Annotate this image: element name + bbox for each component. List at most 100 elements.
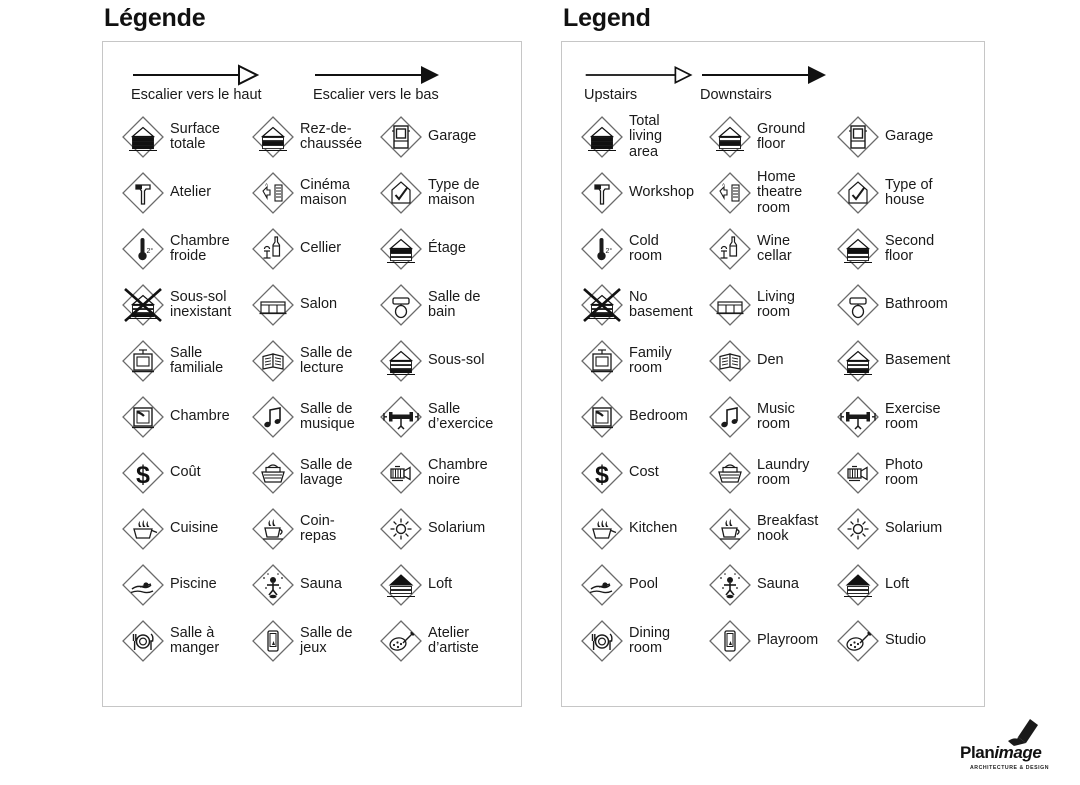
legend-label-line: Chambre <box>170 232 230 249</box>
legend-entry-label: Playroom <box>757 633 818 649</box>
legend-entry: Salon <box>251 277 379 333</box>
legend-entry: Rez-de-chaussée <box>251 109 379 165</box>
legend-entry: Dining room <box>562 613 708 669</box>
stairs-row: Upstairs Downstairs <box>562 42 984 103</box>
dining-room-icon <box>580 619 624 663</box>
ground-floor-icon <box>708 115 752 159</box>
second-floor-icon <box>379 227 423 271</box>
legend-row: Sous-sol inexistant Salon Salle de bain <box>103 277 521 333</box>
legend-entry-label: Workshop <box>629 185 694 201</box>
legend-entry-label: Cinéma maison <box>300 177 350 209</box>
legend-entry: Loft <box>379 557 519 613</box>
type-of-house-icon <box>379 171 423 215</box>
playroom-icon <box>251 619 295 663</box>
no-basement-icon <box>121 283 165 327</box>
legend-entry: Salle familiale <box>103 333 251 389</box>
legend-row: No basement Living room Bathroom <box>562 277 984 333</box>
legend-entry-label: Sous-sol inexistant <box>170 289 232 321</box>
legend-label-line: Atelier <box>428 624 470 641</box>
living-room-icon <box>708 283 752 327</box>
legend-label-line: Second <box>885 232 935 249</box>
svg-text:A: A <box>722 182 725 187</box>
legend-label-line: Salle <box>428 400 461 417</box>
legend-row: Dining room Playroom Studio <box>562 613 984 669</box>
legend-label-line: lecture <box>300 360 344 376</box>
legend-label-line: Surface <box>170 120 220 137</box>
svg-text:$: $ <box>595 461 609 489</box>
legend-entry-label: Living room <box>757 289 795 321</box>
legend-entry-label: Solarium <box>885 521 942 537</box>
wine-cellar-icon <box>708 227 752 271</box>
stairs-legend-1: Escalier vers le haut <box>131 64 309 103</box>
stairs-label: Upstairs <box>584 87 638 103</box>
legend-entry-label: Photo room <box>885 457 923 489</box>
photo-room-icon <box>836 451 880 495</box>
legend-entry: Salle de lavage <box>251 445 379 501</box>
legend-label-line: Cellier <box>300 240 342 257</box>
legend-entry-label: Salle de jeux <box>300 625 352 657</box>
exercise-room-icon <box>379 395 423 439</box>
logo-word-image: image <box>994 743 1042 762</box>
legend-entry: Sauna <box>251 557 379 613</box>
legend-label-line: floor <box>757 136 786 152</box>
legend-row: $ Coût Salle de lavage Chambre noire <box>103 445 521 501</box>
legend-entry-label: Loft <box>885 577 909 593</box>
ground-floor-icon <box>251 115 295 159</box>
legend-label-line: room <box>885 472 919 488</box>
second-floor-icon <box>836 227 880 271</box>
basement-icon <box>836 339 880 383</box>
legend-entry: Pool <box>562 557 708 613</box>
solarium-sun-icon <box>379 507 423 551</box>
legend-label-line: noire <box>428 472 461 488</box>
legend-label-line: house <box>885 192 925 208</box>
legend-label-line: Sous-sol <box>428 352 485 369</box>
legend-label-line: No <box>629 288 648 305</box>
legend-entry: Sous-sol <box>379 333 519 389</box>
legend-label-line: Music <box>757 400 795 417</box>
legend-entry-label: Cold room <box>629 233 662 265</box>
legend-entry: Playroom <box>708 613 836 669</box>
workshop-hammer-icon <box>580 171 624 215</box>
legend-rows: Surface totale Rez-de-chaussée Garage Atelie… <box>103 103 521 669</box>
legend-entry-label: Kitchen <box>629 521 677 537</box>
legend-entry: Coin-repas <box>251 501 379 557</box>
legend-row: Bedroom Music room Exercise room <box>562 389 984 445</box>
legend-label-line: Basement <box>885 352 951 369</box>
type-of-house-icon <box>836 171 880 215</box>
legend-row: Salle à manger Salle de jeux Atelier d’artist… <box>103 613 521 669</box>
legend-entry: Solarium <box>836 501 980 557</box>
loft-icon <box>836 563 880 607</box>
legend-entry-label: Breakfast nook <box>757 513 818 545</box>
legend-label-line: Studio <box>885 632 927 649</box>
legend-entry-label: Cost <box>629 465 659 481</box>
legend-label-line: Coin- <box>300 512 335 529</box>
bathroom-icon <box>379 283 423 327</box>
legend-label-line: chaussée <box>300 136 363 152</box>
legend-entry: Bedroom <box>562 389 708 445</box>
legend-label-line: Laundry <box>757 456 810 473</box>
legend-entry: Bathroom <box>836 277 980 333</box>
legend-entry-label: Laundry room <box>757 456 810 489</box>
legend-entry: Étage <box>379 221 519 277</box>
legend-panel-en: Legend Upstairs Downstairs Total living area G… <box>561 0 985 707</box>
legend-label-line: Exercise <box>885 400 941 417</box>
legend-label-line: Garage <box>428 128 477 145</box>
legend-label-line: Salle de <box>300 344 353 361</box>
legend-entry-label: Atelier d’artiste <box>428 624 479 657</box>
legend-label-line: Coût <box>170 464 201 481</box>
legend-entry: Cuisine <box>103 501 251 557</box>
legend-panel-fr: Légende Escalier vers le haut Escalier ver… <box>102 0 522 707</box>
legend-label-line: inexistant <box>170 304 232 320</box>
legend-entry-label: Chambre froide <box>170 232 230 265</box>
legend-row: Workshop A Home theatre room Type of house <box>562 165 984 221</box>
legend-label-line: Sauna <box>300 576 342 593</box>
kitchen-icon <box>121 507 165 551</box>
legend-entry-label: Bathroom <box>885 297 948 313</box>
legend-entry-label: Dining room <box>629 625 670 657</box>
legend-label-line: cellar <box>757 248 792 264</box>
sauna-icon <box>708 563 752 607</box>
legend-entry-label: Salle de bain <box>428 289 480 321</box>
legend-entry-label: Home theatre room <box>757 169 802 217</box>
legend-label-line: Chambre <box>170 408 230 425</box>
legend-label-line: basement <box>629 304 693 320</box>
